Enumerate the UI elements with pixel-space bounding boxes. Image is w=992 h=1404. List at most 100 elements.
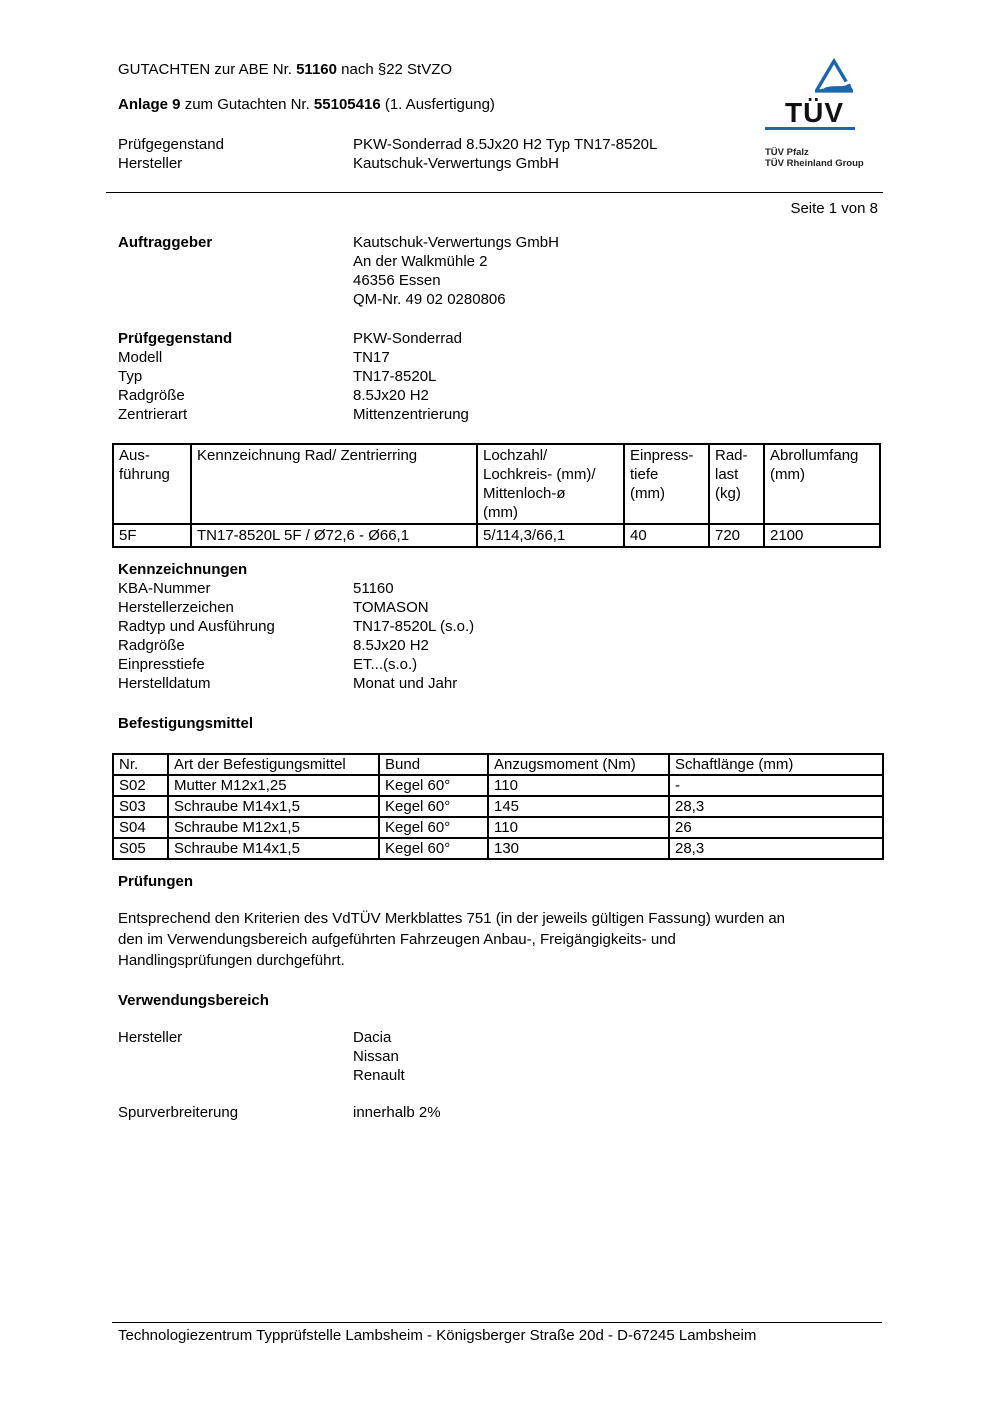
tuv-logo: TÜV TÜV Pfalz TÜV Rheinland Group <box>765 55 883 175</box>
row-value: 8.5Jx20 H2 <box>353 387 429 404</box>
gutachten-title: GUTACHTEN zur ABE Nr. 51160 nach §22 StV… <box>118 60 452 79</box>
row-label: Typ <box>118 368 143 385</box>
gutachten-title-pre: GUTACHTEN zur ABE Nr. <box>118 61 297 78</box>
table-cell: Kegel 60° <box>378 816 489 839</box>
row-label: Einpresstiefe <box>118 656 205 673</box>
col-header: Lochzahl/ Lochkreis- (mm)/ Mittenloch-ø … <box>476 443 625 525</box>
table-cell: Mutter M12x1,25 <box>167 774 380 797</box>
row-value: 51160 <box>353 580 394 597</box>
row-value: TN17-8520L (s.o.) <box>353 618 475 635</box>
spurverbreiterung-row: Spurverbreiterung innerhalb 2% <box>118 1103 441 1122</box>
intro-block: Prüfgegenstand PKW-Sonderrad 8.5Jx20 H2 … <box>118 135 657 173</box>
table-row: S04 Schraube M12x1,5 Kegel 60° 110 26 <box>112 816 884 839</box>
table-cell: 130 <box>487 837 670 860</box>
auftraggeber-line: Kautschuk-Verwertungs GmbH <box>353 234 559 251</box>
row-label: Radtyp und Ausführung <box>118 618 275 635</box>
table-cell: 26 <box>668 816 884 839</box>
tuv-triangle-icon <box>815 57 853 93</box>
anlage-line: Anlage 9 zum Gutachten Nr. 55105416 (1. … <box>118 95 495 114</box>
table-cell: 720 <box>708 523 765 548</box>
ausfuehrung-data-row: 5F TN17-8520L 5F / Ø72,6 - Ø66,1 5/114,3… <box>112 523 881 548</box>
intro-value: Kautschuk-Verwertungs GmbH <box>353 155 559 172</box>
tuv-logo-underline <box>765 127 855 130</box>
verwendungsbereich-heading: Verwendungsbereich <box>118 992 269 1009</box>
table-cell: 145 <box>487 795 670 818</box>
spurverbreiterung-value: innerhalb 2% <box>353 1104 441 1121</box>
table-cell: 28,3 <box>668 795 884 818</box>
befestigungsmittel-heading: Befestigungsmittel <box>118 715 254 732</box>
auftraggeber-label: Auftraggeber <box>118 234 213 251</box>
table-cell: Kegel 60° <box>378 837 489 860</box>
tuv-logo-subtext: TÜV Pfalz TÜV Rheinland Group <box>765 147 864 169</box>
gutachten-title-post: nach §22 StVZO <box>336 61 453 78</box>
intro-label: Prüfgegenstand <box>118 136 224 153</box>
table-cell: S05 <box>112 837 169 860</box>
col-header: Art der Befestigungsmittel <box>167 753 380 776</box>
row-value: TN17-8520L <box>353 368 437 385</box>
anlage-label: Anlage 9 <box>118 96 181 113</box>
abe-number: 51160 <box>296 61 337 78</box>
table-cell: - <box>668 774 884 797</box>
row-value: Mittenzentrierung <box>353 406 469 423</box>
col-header: Abrollumfang (mm) <box>763 443 881 525</box>
footer-divider <box>112 1322 882 1323</box>
row-value: 8.5Jx20 H2 <box>353 637 429 654</box>
spurverbreiterung-label: Spurverbreiterung <box>118 1104 239 1121</box>
ausfuehrung-header-row: Aus- führung Kennzeichnung Rad/ Zentrier… <box>112 443 881 525</box>
hersteller-list: Dacia Nissan Renault <box>353 1028 405 1085</box>
col-header: Einpress- tiefe (mm) <box>623 443 710 525</box>
gutachten-number: 55105416 <box>313 96 381 113</box>
table-cell: 28,3 <box>668 837 884 860</box>
col-header: Schaftlänge (mm) <box>668 753 884 776</box>
hersteller-item: Renault <box>353 1067 405 1084</box>
table-cell: Schraube M14x1,5 <box>167 795 380 818</box>
table-cell: 40 <box>623 523 710 548</box>
col-header: Rad- last (kg) <box>708 443 765 525</box>
col-header: Bund <box>378 753 489 776</box>
hersteller-section: Hersteller Dacia Nissan Renault <box>118 1028 405 1085</box>
intro-row-pruefgegenstand: Prüfgegenstand PKW-Sonderrad 8.5Jx20 H2 … <box>118 135 657 154</box>
table-row: S02 Mutter M12x1,25 Kegel 60° 110 - <box>112 774 884 797</box>
anlage-mid: zum Gutachten Nr. <box>180 96 314 113</box>
table-cell: S03 <box>112 795 169 818</box>
tuv-rheinland-label: TÜV Rheinland Group <box>765 158 864 169</box>
row-value: TN17 <box>353 349 390 366</box>
header-divider <box>106 192 883 193</box>
table-cell: S02 <box>112 774 169 797</box>
paragraph-line: Entsprechend den Kriterien des VdTÜV Mer… <box>118 910 786 927</box>
col-header: Anzugsmoment (Nm) <box>487 753 670 776</box>
row-value: TOMASON <box>353 599 429 616</box>
auftraggeber-line: An der Walkmühle 2 <box>353 253 488 270</box>
table-cell: Schraube M14x1,5 <box>167 837 380 860</box>
row-value: PKW-Sonderrad <box>353 330 462 347</box>
hersteller-item: Dacia <box>353 1029 392 1046</box>
paragraph-line: den im Verwendungsbereich aufgeführten F… <box>118 931 676 948</box>
hersteller-item: Nissan <box>353 1048 399 1065</box>
befestigungsmittel-header-row: Nr. Art der Befestigungsmittel Bund Anzu… <box>112 753 884 776</box>
table-row: S03 Schraube M14x1,5 Kegel 60° 145 28,3 <box>112 795 884 818</box>
tuv-pfalz-label: TÜV Pfalz <box>765 147 809 158</box>
col-header: Nr. <box>112 753 169 776</box>
intro-label: Hersteller <box>118 155 183 172</box>
row-label: Radgröße <box>118 637 185 654</box>
row-value: ET...(s.o.) <box>353 656 418 673</box>
befestigungsmittel-table: Nr. Art der Befestigungsmittel Bund Anzu… <box>112 753 884 860</box>
table-cell: 110 <box>487 816 670 839</box>
table-cell: 5F <box>112 523 192 548</box>
footer-address: Technologiezentrum Typprüfstelle Lambshe… <box>118 1327 757 1344</box>
row-label: Radgröße <box>118 387 185 404</box>
ausfuehrung-table: Aus- führung Kennzeichnung Rad/ Zentrier… <box>112 443 881 548</box>
pruefungen-paragraph: Entsprechend den Kriterien des VdTÜV Mer… <box>118 908 908 971</box>
kennzeichnungen-section: KBA-Nummer 51160 Herstellerzeichen TOMASON… <box>118 579 474 693</box>
table-cell: 2100 <box>763 523 881 548</box>
auftraggeber-line: QM-Nr. 49 02 0280806 <box>353 291 506 308</box>
intro-value: PKW-Sonderrad 8.5Jx20 H2 Typ TN17-8520L <box>353 136 658 153</box>
row-label: Herstelldatum <box>118 675 211 692</box>
table-cell: Schraube M12x1,5 <box>167 816 380 839</box>
intro-row-hersteller: Hersteller Kautschuk-Verwertungs GmbH <box>118 154 657 173</box>
table-row: S05 Schraube M14x1,5 Kegel 60° 130 28,3 <box>112 837 884 860</box>
table-cell: Kegel 60° <box>378 774 489 797</box>
row-label: Modell <box>118 349 163 366</box>
row-value: Monat und Jahr <box>353 675 458 692</box>
